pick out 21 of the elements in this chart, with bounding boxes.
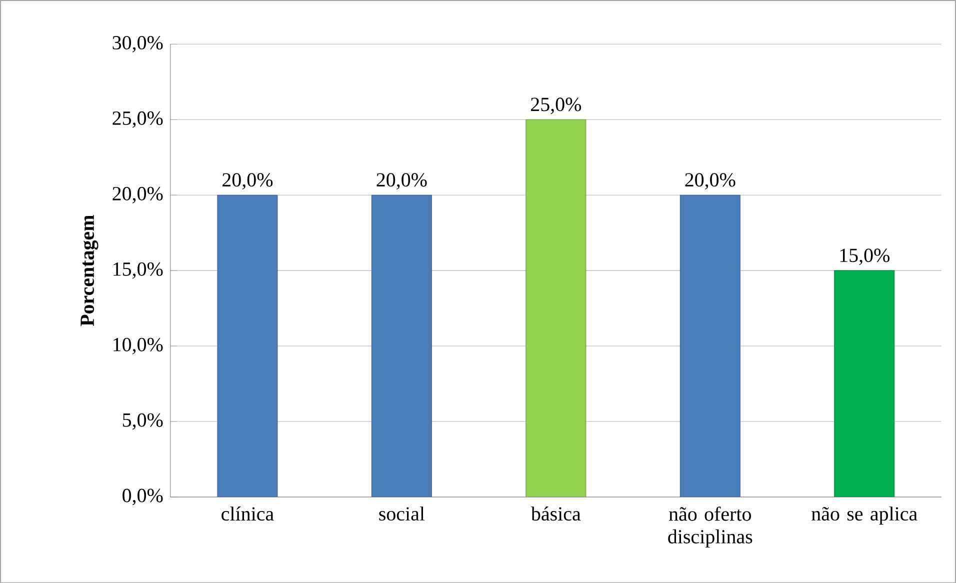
bar [217, 194, 278, 497]
bar [680, 194, 740, 497]
y-tick-label: 0,0% [122, 488, 163, 505]
y-tick-label: 25,0% [112, 111, 163, 128]
y-axis-title: Porcentagem [80, 214, 98, 326]
y-tick-label: 15,0% [114, 262, 163, 279]
data-label: 20,0% [222, 172, 273, 190]
data-label: 20,0% [376, 172, 427, 190]
y-tick-label: 20,0% [112, 186, 163, 204]
data-label: 20,0% [685, 172, 736, 190]
x-tick-label: social [379, 506, 425, 520]
x-tick-label: não se aplica [812, 506, 918, 524]
y-tick-label: 10,0% [114, 338, 163, 354]
x-tick-label: clínica [222, 506, 274, 520]
bar [526, 119, 586, 497]
data-label: 25,0% [530, 97, 582, 114]
data-label: 15,0% [840, 248, 890, 265]
y-tick-label: 5,0% [122, 413, 163, 430]
x-tick-label: básica [530, 506, 581, 520]
x-tick-label: não oferto disciplinas [668, 506, 752, 548]
y-tick-label: 30,0% [112, 36, 163, 52]
